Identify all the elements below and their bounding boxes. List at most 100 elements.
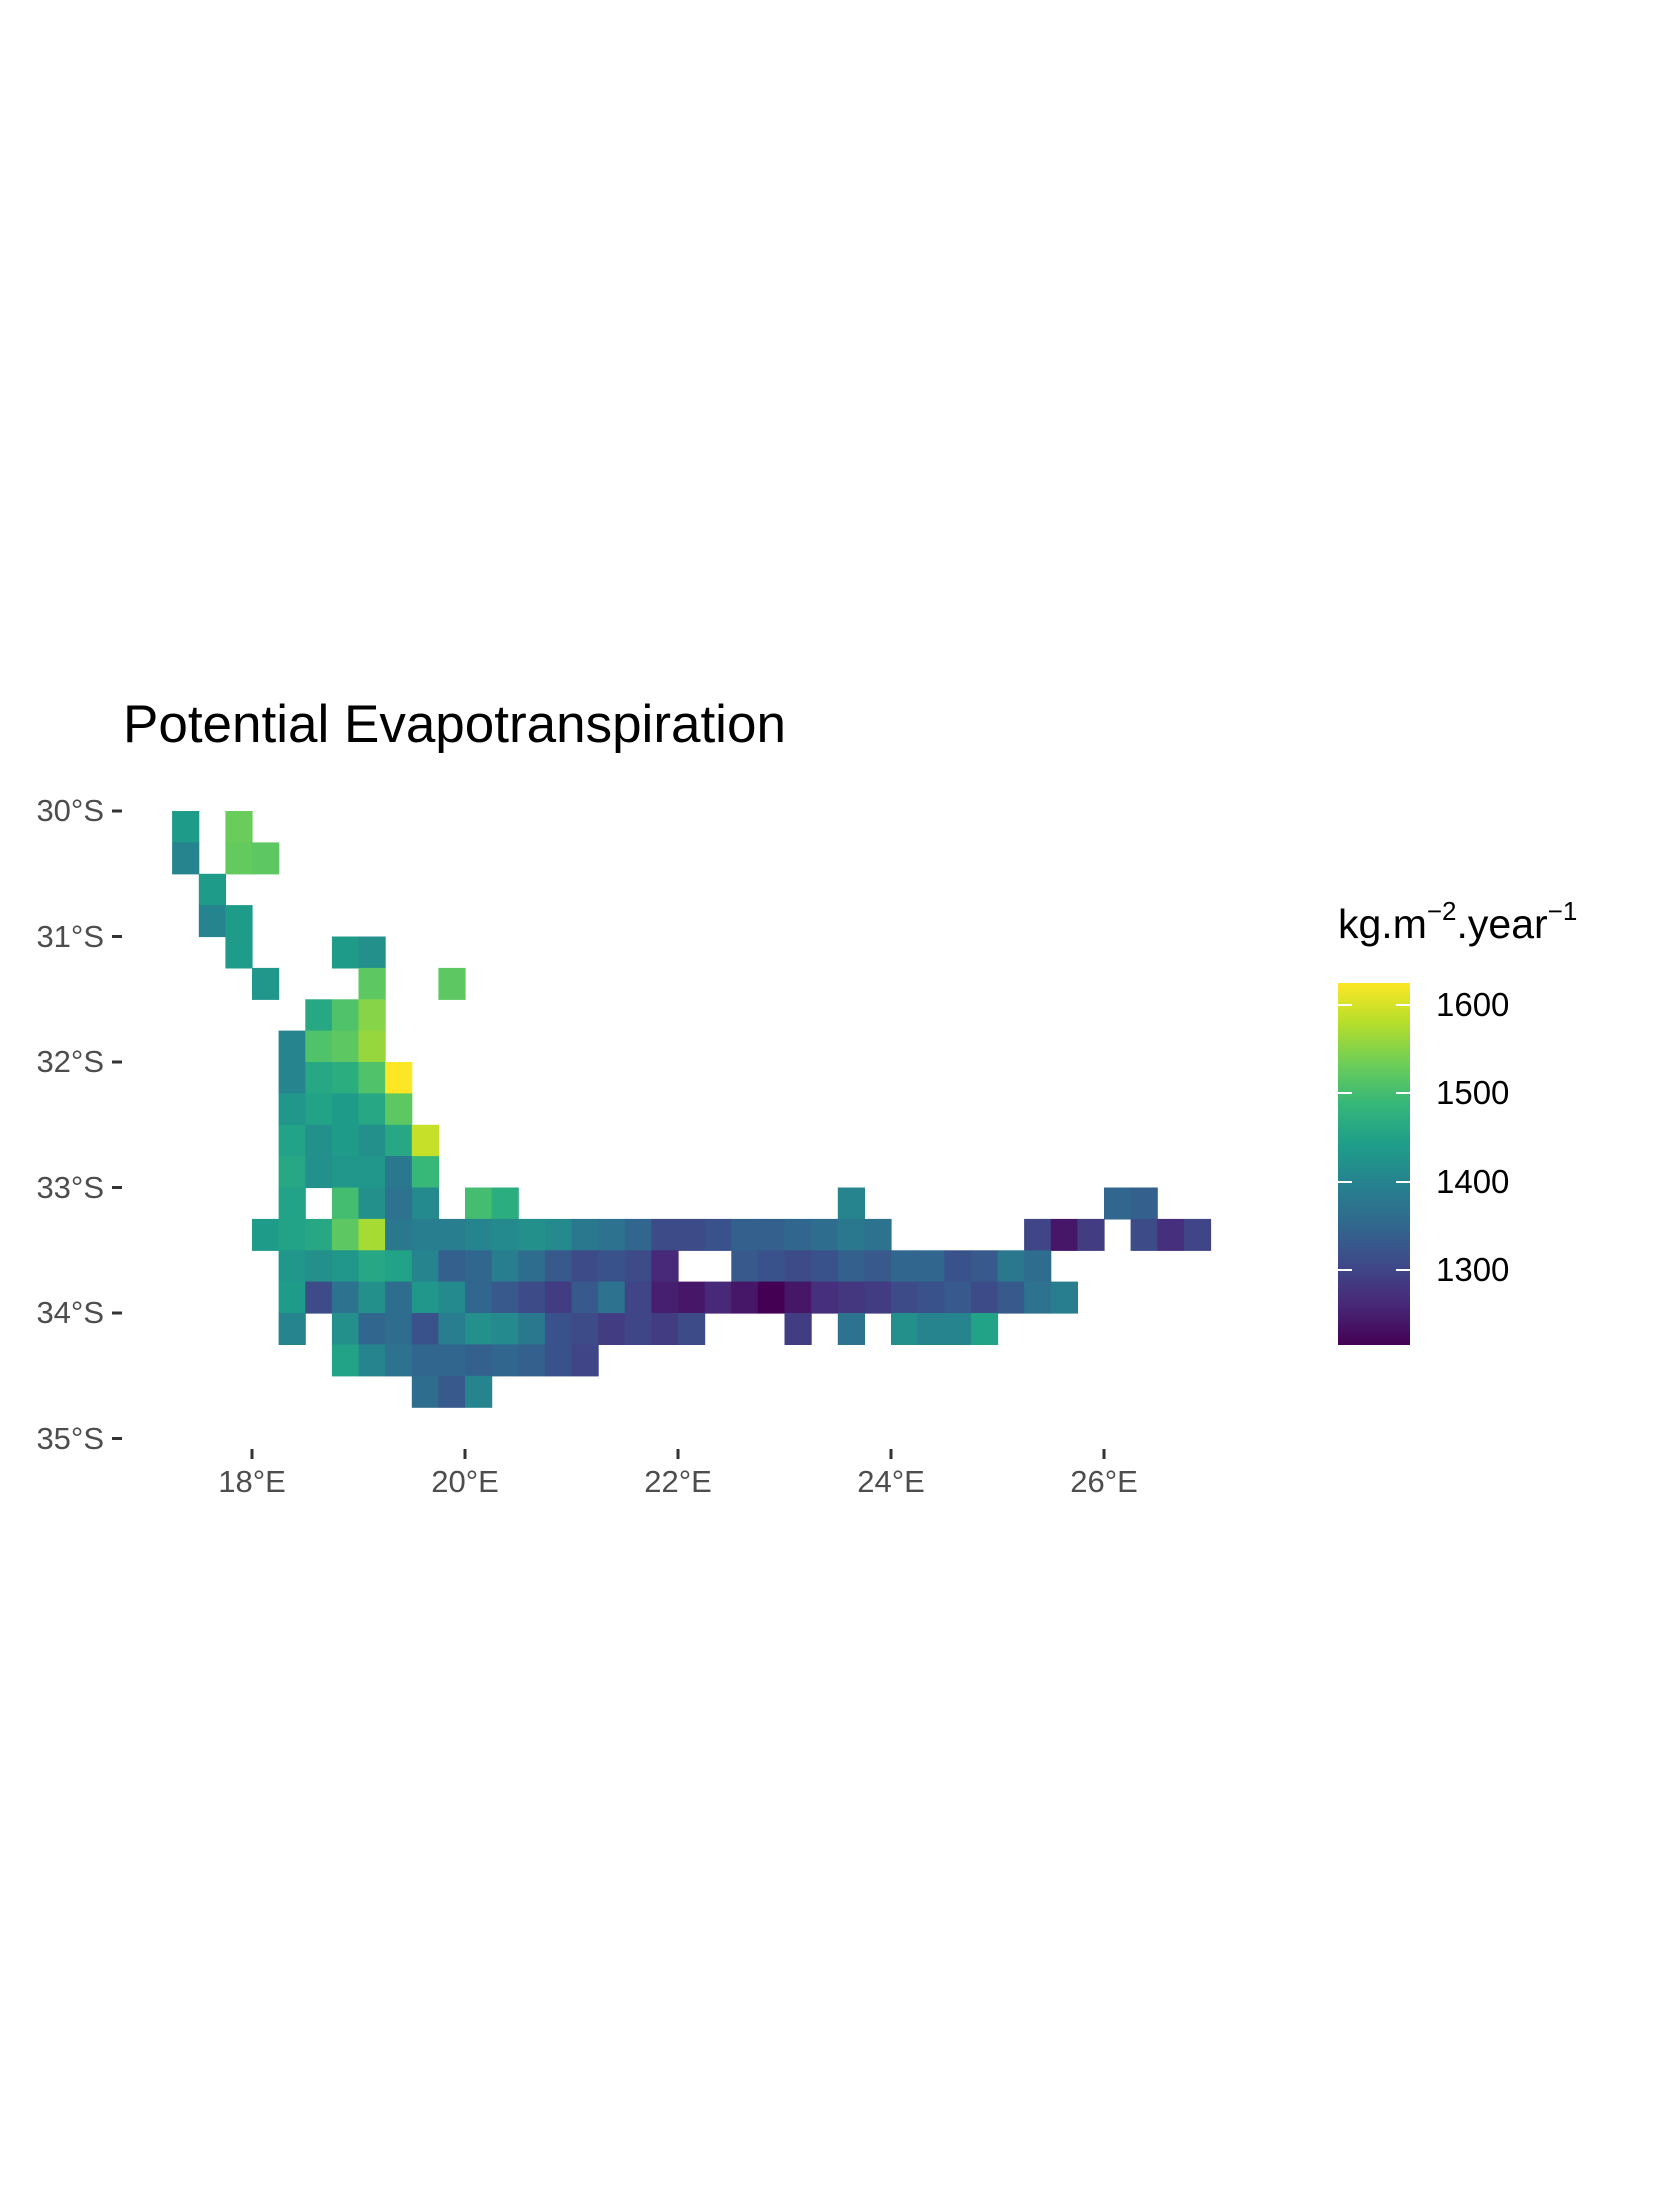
heatmap-cell	[332, 1313, 359, 1345]
heatmap-cell	[838, 1313, 865, 1345]
heatmap-cell	[944, 1250, 971, 1282]
heatmap-cell	[625, 1219, 652, 1251]
heatmap-cell	[385, 1282, 412, 1314]
heatmap-cell	[465, 1376, 492, 1408]
heatmap-cell	[1051, 1282, 1078, 1314]
heatmap-cell	[385, 1344, 412, 1376]
heatmap-cell	[492, 1188, 519, 1220]
heatmap-cell	[518, 1219, 545, 1251]
legend-title-mid: .year	[1457, 901, 1548, 947]
heatmap-cell	[1184, 1219, 1211, 1251]
heatmap-cell	[332, 1031, 359, 1063]
heatmap-cell	[492, 1344, 519, 1376]
heatmap-cell	[225, 811, 252, 843]
heatmap-cell	[785, 1250, 812, 1282]
heatmap-cell	[838, 1219, 865, 1251]
x-tick-label: 22°E	[618, 1464, 738, 1500]
heatmap-cell	[918, 1250, 945, 1282]
heatmap-cell	[359, 1093, 386, 1125]
heatmap-cell	[1077, 1219, 1104, 1251]
heatmap-cell	[332, 1188, 359, 1220]
heatmap-cell	[838, 1250, 865, 1282]
heatmap-cell	[385, 1188, 412, 1220]
heatmap-cell	[598, 1313, 625, 1345]
heatmap-cell	[785, 1282, 812, 1314]
heatmap-cell	[332, 1344, 359, 1376]
heatmap-cell	[412, 1219, 439, 1251]
heatmap-cell	[1024, 1219, 1051, 1251]
heatmap-cell	[1104, 1188, 1131, 1220]
legend-tick-mark-left	[1338, 1269, 1352, 1271]
heatmap-cell	[758, 1219, 785, 1251]
heatmap-cell	[332, 1250, 359, 1282]
heatmap-cell	[1131, 1219, 1158, 1251]
heatmap-cell	[438, 1282, 465, 1314]
heatmap-cell	[225, 937, 252, 969]
heatmap-cell	[359, 1282, 386, 1314]
heatmap-cell	[359, 1125, 386, 1157]
heatmap-cell	[305, 1062, 332, 1094]
heatmap-cell	[1051, 1219, 1078, 1251]
legend-title-exponent-1: −2	[1427, 896, 1457, 926]
heatmap-cell	[199, 905, 226, 937]
heatmap-cell	[785, 1219, 812, 1251]
heatmap-cell	[678, 1282, 705, 1314]
heatmap-cell	[332, 1093, 359, 1125]
heatmap-cell	[918, 1313, 945, 1345]
heatmap-cell	[332, 1125, 359, 1157]
heatmap-cell	[545, 1250, 572, 1282]
legend-tick-mark-left	[1338, 1092, 1352, 1094]
x-tick-label: 26°E	[1044, 1464, 1164, 1500]
heatmap-cell	[785, 1313, 812, 1345]
heatmap-cell	[359, 1250, 386, 1282]
heatmap-cell	[225, 842, 252, 874]
legend-tick-label: 1300	[1436, 1251, 1509, 1289]
heatmap-cell	[359, 1219, 386, 1251]
heatmap-cell	[545, 1282, 572, 1314]
heatmap-cell	[332, 999, 359, 1031]
heatmap-cell	[385, 1250, 412, 1282]
heatmap-cell	[758, 1250, 785, 1282]
heatmap-cell	[625, 1282, 652, 1314]
heatmap-cell	[359, 968, 386, 1000]
heatmap-cell	[332, 1282, 359, 1314]
heatmap-cell	[971, 1282, 998, 1314]
heatmap-cell	[359, 1062, 386, 1094]
heatmap-cell	[598, 1282, 625, 1314]
heatmap-cell	[731, 1219, 758, 1251]
heatmap-cell	[412, 1344, 439, 1376]
heatmap-cells	[172, 811, 1211, 1408]
legend-tick-label: 1500	[1436, 1074, 1509, 1112]
heatmap-cell	[225, 905, 252, 937]
legend-colorbar	[1338, 983, 1410, 1345]
heatmap-cell	[998, 1282, 1025, 1314]
heatmap-cell	[359, 999, 386, 1031]
heatmap-cell	[412, 1250, 439, 1282]
heatmap-cell	[705, 1219, 732, 1251]
heatmap-cell	[465, 1344, 492, 1376]
heatmap-cell	[678, 1219, 705, 1251]
heatmap-cell	[438, 1250, 465, 1282]
heatmap-cell	[864, 1250, 891, 1282]
heatmap-cell	[438, 1376, 465, 1408]
heatmap-cell	[438, 1344, 465, 1376]
legend-tick-mark-left	[1338, 1004, 1352, 1006]
heatmap-cell	[651, 1282, 678, 1314]
legend-tick-mark-right	[1396, 1004, 1410, 1006]
heatmap-cell	[545, 1313, 572, 1345]
heatmap-cell	[332, 1219, 359, 1251]
heatmap-cell	[199, 874, 226, 906]
heatmap-cell	[625, 1313, 652, 1345]
heatmap-cell	[518, 1282, 545, 1314]
heatmap-cell	[279, 1156, 306, 1188]
heatmap-cell	[518, 1344, 545, 1376]
heatmap-cell	[412, 1313, 439, 1345]
heatmap-cell	[359, 937, 386, 969]
heatmap-cell	[305, 1031, 332, 1063]
heatmap-cell	[678, 1313, 705, 1345]
heatmap-cell	[279, 1062, 306, 1094]
heatmap-cell	[465, 1250, 492, 1282]
heatmap-cell	[838, 1282, 865, 1314]
heatmap-cell	[518, 1313, 545, 1345]
